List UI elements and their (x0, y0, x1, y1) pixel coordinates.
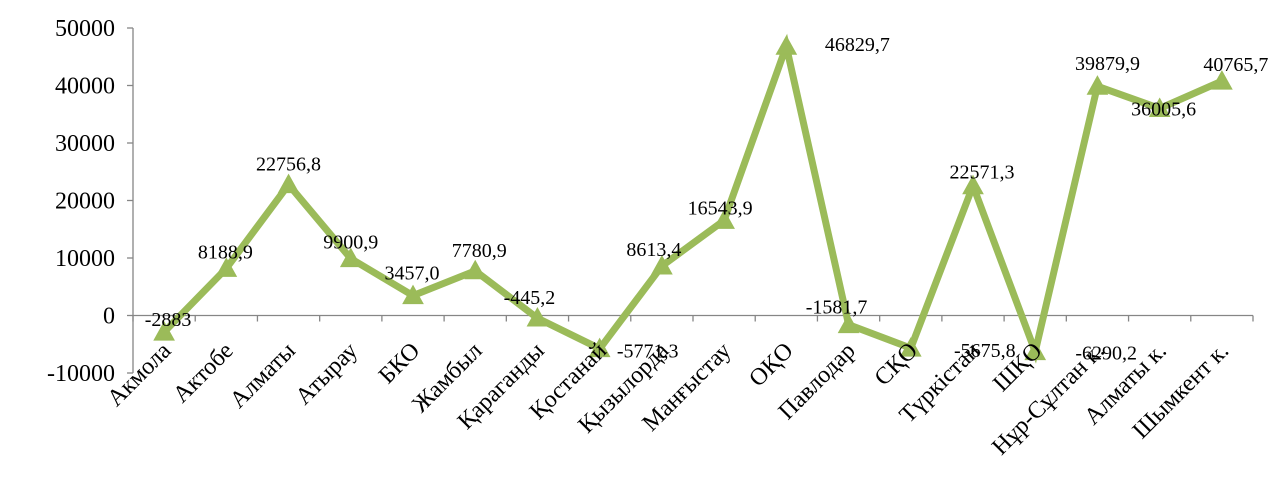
y-tick-label: 0 (103, 304, 115, 330)
x-tick-label: БКО (374, 338, 425, 389)
x-tick-label: ОҚО (744, 338, 798, 392)
y-tick-label: 20000 (55, 189, 115, 215)
data-label: -5771,3 (617, 341, 679, 363)
data-label: -445,2 (504, 287, 556, 309)
data-point-marker (1148, 97, 1171, 117)
data-point-marker (837, 313, 860, 334)
data-point-marker (899, 337, 922, 357)
y-tick-label: 30000 (55, 131, 115, 157)
data-label: 16543,9 (688, 197, 753, 219)
y-tick-label: -10000 (47, 361, 115, 387)
data-point-marker (339, 247, 362, 268)
data-point-marker (962, 174, 984, 195)
data-label: 46829,7 (825, 34, 890, 56)
data-point-marker (588, 337, 611, 358)
data-point-marker (775, 35, 798, 55)
data-label: 8613,4 (626, 239, 681, 261)
x-tick-label: Алматы (225, 338, 301, 414)
data-label: 3457,0 (385, 263, 440, 285)
data-label: 9900,9 (323, 232, 378, 254)
data-label: -2883 (145, 309, 192, 331)
data-label: -1581,7 (806, 297, 868, 319)
data-point-marker (651, 254, 673, 275)
data-point-marker (1211, 70, 1233, 90)
y-axis: 50000 40000 30000 20000 10000 0 -10000 (47, 16, 134, 387)
y-tick-label: 50000 (55, 16, 115, 42)
data-label: -5675,8 (954, 340, 1016, 362)
data-label: 39879,9 (1075, 53, 1140, 75)
data-point-marker (402, 284, 424, 305)
y-tick-label: 10000 (55, 246, 115, 272)
data-point-marker (1086, 75, 1109, 95)
data-point-marker (215, 257, 238, 277)
data-point-marker (1024, 340, 1047, 361)
data-point-marker (464, 259, 487, 280)
data-label: 22571,3 (950, 162, 1015, 184)
data-label: 36005,6 (1131, 98, 1196, 120)
data-labels: -2883 8188,9 22756,8 9900,9 3457,0 7780,9 -445… (145, 34, 1269, 364)
data-point-marker (526, 307, 549, 327)
data-label: -6290,2 (1075, 343, 1137, 365)
series-polyline (161, 33, 1224, 364)
y-tick-label: 40000 (55, 74, 115, 100)
data-label: 22756,8 (256, 154, 321, 176)
series-line (161, 33, 1224, 364)
data-label: 8188,9 (198, 241, 253, 263)
data-label: 7780,9 (452, 240, 507, 262)
data-label: 40765,7 (1203, 54, 1268, 76)
x-tick-label: Атырау (291, 338, 363, 410)
data-point-marker (277, 173, 300, 194)
data-point-marker (153, 321, 175, 341)
data-point-marker (713, 209, 735, 229)
series-markers (153, 35, 1233, 361)
x-axis (132, 314, 1254, 322)
